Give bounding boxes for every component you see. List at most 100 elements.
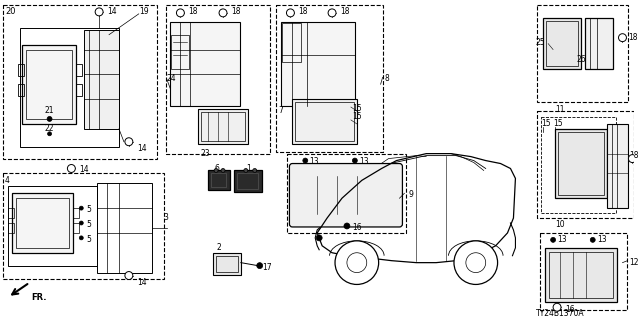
Bar (549, 252, 612, 298)
Text: 1: 1 (246, 164, 251, 172)
Text: 19: 19 (139, 7, 148, 16)
Text: 26: 26 (577, 54, 586, 63)
Bar (18, 84, 24, 96)
Circle shape (79, 206, 83, 210)
Text: 11: 11 (556, 105, 564, 114)
Circle shape (466, 253, 486, 273)
Text: 18: 18 (340, 7, 349, 16)
FancyBboxPatch shape (289, 164, 403, 227)
Bar (585, 18, 612, 69)
Circle shape (287, 9, 294, 17)
Bar (543, 18, 581, 69)
Bar (20, 28, 119, 147)
Text: 13: 13 (359, 156, 369, 165)
Text: 18: 18 (231, 7, 241, 16)
Circle shape (47, 132, 52, 136)
Circle shape (344, 223, 350, 229)
Circle shape (335, 241, 379, 284)
Circle shape (67, 164, 76, 172)
Text: 13: 13 (557, 235, 566, 244)
Bar (216, 256, 238, 272)
Circle shape (316, 235, 322, 241)
Text: 18: 18 (188, 7, 198, 16)
Circle shape (618, 34, 627, 42)
Circle shape (177, 9, 184, 17)
Text: 13: 13 (309, 156, 319, 165)
Text: 2: 2 (216, 243, 221, 252)
Text: 25: 25 (535, 38, 545, 47)
Bar (607, 124, 628, 208)
Bar (3, 5, 157, 159)
Bar (170, 22, 240, 106)
Circle shape (125, 138, 133, 146)
Circle shape (244, 169, 248, 172)
Bar (3, 173, 164, 279)
Bar (201, 112, 245, 141)
Bar (537, 5, 628, 102)
Bar (97, 183, 152, 273)
Circle shape (79, 236, 83, 240)
Circle shape (95, 8, 103, 16)
Circle shape (347, 253, 367, 273)
Bar (16, 198, 69, 248)
Bar (292, 99, 357, 144)
Text: 16: 16 (352, 223, 362, 232)
Bar (296, 102, 354, 141)
Bar (74, 223, 79, 233)
Circle shape (257, 263, 262, 268)
Bar (18, 64, 24, 76)
Text: 20: 20 (5, 7, 15, 16)
Text: FR.: FR. (32, 293, 47, 302)
Bar (555, 129, 607, 198)
Text: 24: 24 (166, 74, 176, 83)
Circle shape (79, 221, 83, 225)
Text: 15: 15 (541, 119, 551, 128)
Bar (84, 30, 119, 129)
Bar (76, 64, 83, 76)
Text: 4: 4 (5, 176, 10, 185)
Text: 16: 16 (565, 305, 575, 314)
Bar (74, 208, 79, 218)
Text: 5: 5 (86, 205, 91, 214)
Text: 18: 18 (298, 7, 308, 16)
Bar (166, 5, 269, 154)
Circle shape (47, 116, 52, 121)
Text: 17: 17 (262, 263, 272, 272)
Circle shape (353, 158, 357, 163)
Text: 14: 14 (137, 144, 147, 153)
Text: 13: 13 (596, 235, 606, 244)
Bar (276, 5, 383, 152)
Bar (282, 23, 301, 62)
Circle shape (550, 237, 556, 242)
Text: 8: 8 (385, 74, 389, 83)
Text: TY24B1370A: TY24B1370A (536, 309, 584, 318)
Bar (172, 35, 189, 69)
Text: 7: 7 (278, 106, 284, 115)
Bar (287, 154, 406, 233)
Bar (26, 50, 72, 119)
Circle shape (454, 241, 497, 284)
Bar (12, 193, 74, 253)
Bar (22, 44, 76, 124)
Text: 5: 5 (86, 220, 91, 229)
Text: 15: 15 (352, 112, 362, 122)
Circle shape (328, 9, 336, 17)
Bar (307, 176, 381, 214)
Bar (208, 171, 230, 190)
Text: 14: 14 (107, 7, 116, 16)
Text: 21: 21 (45, 106, 54, 115)
Bar (540, 233, 627, 310)
Bar (237, 173, 258, 189)
Circle shape (221, 169, 225, 172)
Bar (211, 173, 226, 187)
Bar (546, 21, 578, 67)
Bar (8, 186, 97, 266)
Bar (280, 22, 355, 106)
Bar (76, 84, 83, 96)
Text: 18: 18 (628, 33, 638, 42)
Text: 18: 18 (629, 151, 639, 160)
Circle shape (590, 237, 595, 242)
Text: 10: 10 (556, 220, 565, 229)
Bar (558, 132, 604, 195)
Bar (234, 171, 262, 192)
